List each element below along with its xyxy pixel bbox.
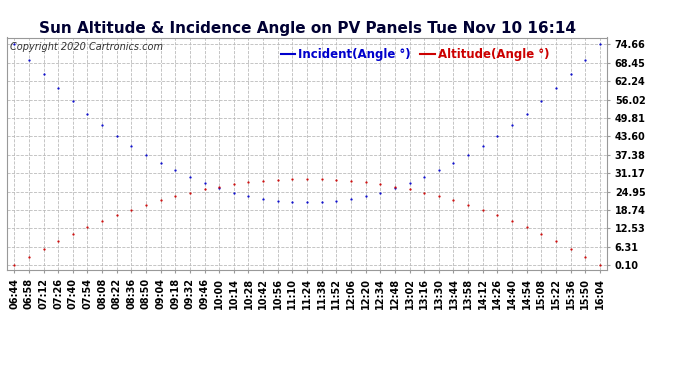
Legend: Incident(Angle °), Altitude(Angle °): Incident(Angle °), Altitude(Angle °) bbox=[276, 44, 554, 66]
Text: Copyright 2020 Cartronics.com: Copyright 2020 Cartronics.com bbox=[10, 42, 163, 52]
Title: Sun Altitude & Incidence Angle on PV Panels Tue Nov 10 16:14: Sun Altitude & Incidence Angle on PV Pan… bbox=[39, 21, 575, 36]
